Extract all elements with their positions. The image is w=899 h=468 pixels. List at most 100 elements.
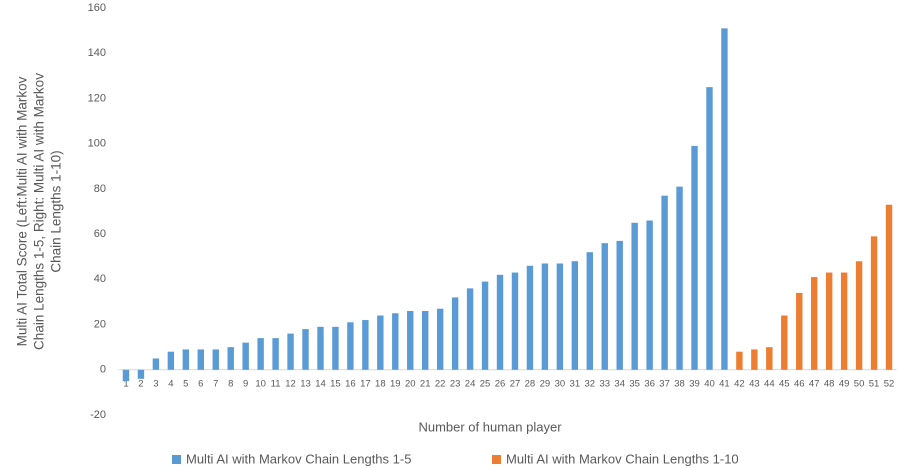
y-tick-label: 160	[88, 2, 106, 14]
legend-swatch	[492, 455, 501, 464]
y-tick-label: 100	[88, 138, 106, 150]
y-axis-label-line: Chain Lengths 1-5, Right: Multi AI with …	[32, 73, 47, 350]
bar	[212, 349, 219, 370]
bar	[586, 252, 593, 370]
y-tick-label: 0	[100, 364, 106, 376]
x-tick-label: 17	[360, 378, 371, 389]
x-tick-label: 29	[540, 378, 551, 389]
bar	[885, 204, 893, 370]
bar	[870, 236, 878, 370]
bar	[302, 329, 309, 370]
bar	[287, 333, 294, 370]
bar	[122, 369, 130, 382]
x-tick-label: 50	[854, 378, 865, 389]
bar	[167, 351, 175, 370]
x-tick-label: 13	[300, 378, 311, 389]
bar	[811, 277, 818, 370]
bar	[751, 349, 758, 370]
y-tick-label: 20	[94, 318, 106, 330]
x-tick-label: 31	[570, 378, 581, 389]
bar	[721, 28, 728, 370]
bar	[526, 265, 534, 370]
bar	[451, 297, 459, 370]
x-tick-label: 25	[480, 378, 491, 389]
x-tick-label: 30	[555, 378, 566, 389]
bar	[466, 288, 474, 370]
y-tick-label: 120	[88, 92, 106, 104]
bar	[825, 272, 833, 370]
x-axis-label: Number of human player	[418, 419, 562, 434]
bar	[661, 195, 668, 370]
x-tick-label: 14	[315, 378, 326, 389]
x-tick-label: 7	[213, 378, 218, 389]
x-tick-label: 40	[704, 378, 715, 389]
x-tick-label: 18	[375, 378, 386, 389]
x-tick-label: 49	[839, 378, 850, 389]
bar	[781, 315, 788, 370]
bar	[796, 292, 803, 370]
bar	[766, 347, 773, 370]
bar	[227, 347, 234, 370]
x-tick-label: 12	[285, 378, 296, 389]
bar	[392, 313, 399, 370]
bar	[332, 326, 339, 370]
bar	[317, 326, 324, 370]
x-tick-label: 10	[255, 378, 266, 389]
x-tick-label: 47	[809, 378, 820, 389]
x-tick-label: 22	[435, 378, 446, 389]
x-tick-label: 19	[390, 378, 401, 389]
x-tick-label: 45	[779, 378, 790, 389]
bar	[242, 342, 249, 370]
x-tick-label: 37	[659, 378, 670, 389]
y-tick-label: 40	[94, 273, 106, 285]
x-tick-label: 20	[405, 378, 416, 389]
y-axis-label-line: Multi AI Total Score (Left:Multi AI with…	[15, 76, 30, 346]
x-tick-label: 4	[168, 378, 173, 389]
bar	[377, 315, 384, 370]
x-tick-label: 6	[198, 378, 203, 389]
bar	[691, 145, 698, 370]
x-tick-label: 3	[153, 378, 158, 389]
legend-swatch	[172, 455, 181, 464]
x-tick-label: 34	[614, 378, 625, 389]
bar	[646, 220, 653, 370]
y-tick-label: 80	[94, 183, 106, 195]
x-tick-label: 38	[674, 378, 685, 389]
x-tick-label: 46	[794, 378, 805, 389]
bar	[706, 87, 713, 370]
bar	[631, 222, 638, 370]
y-tick-label: 140	[88, 47, 106, 59]
bar	[347, 322, 354, 370]
x-tick-label: 33	[599, 378, 610, 389]
bar	[601, 243, 608, 370]
x-tick-label: 48	[824, 378, 835, 389]
bar	[182, 349, 190, 370]
x-tick-label: 44	[764, 378, 775, 389]
x-tick-label: 23	[450, 378, 461, 389]
bar	[571, 261, 579, 370]
x-tick-label: 26	[495, 378, 506, 389]
y-tick-label: -20	[90, 409, 106, 421]
bar	[436, 308, 444, 370]
x-tick-label: 9	[243, 378, 248, 389]
x-tick-label: 27	[510, 378, 521, 389]
y-axis-label: Multi AI Total Score (Left:Multi AI with…	[15, 73, 64, 350]
bar	[496, 274, 504, 370]
bar	[511, 272, 519, 370]
y-axis-label-line: Chain Lengths 1-10)	[49, 150, 64, 272]
x-tick-label: 24	[465, 378, 476, 389]
x-tick-label: 21	[420, 378, 431, 389]
bar	[407, 310, 414, 370]
x-tick-label: 39	[689, 378, 700, 389]
y-tick-label: 60	[94, 228, 106, 240]
x-tick-label: 5	[183, 378, 188, 389]
bar	[616, 240, 623, 370]
x-tick-label: 52	[884, 378, 895, 389]
legend-label: Multi AI with Markov Chain Lengths 1-5	[186, 451, 411, 466]
bar	[272, 338, 279, 370]
bar	[855, 261, 863, 370]
x-tick-label: 8	[228, 378, 233, 389]
bar	[541, 263, 549, 370]
x-tick-label: 41	[719, 378, 730, 389]
